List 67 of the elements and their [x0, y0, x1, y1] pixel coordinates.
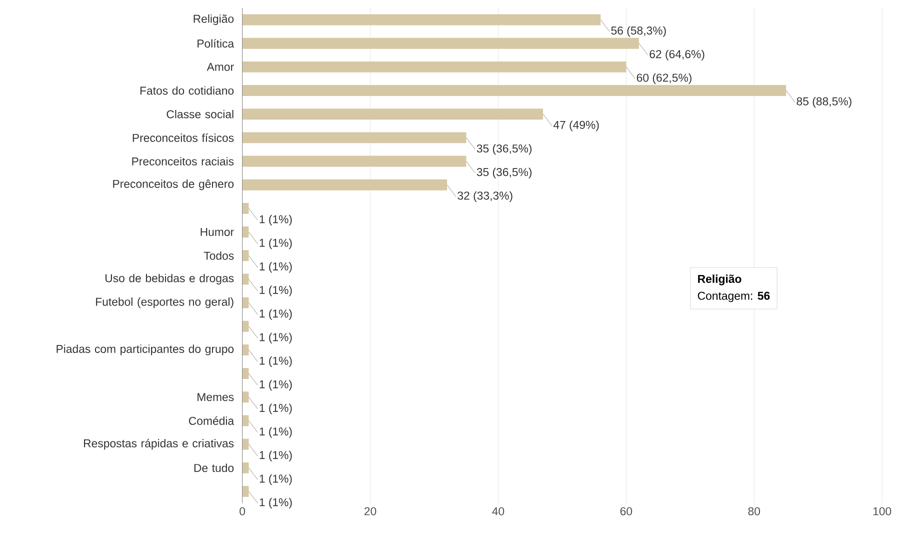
x-tick-label: 0: [240, 507, 246, 516]
bar: [242, 438, 249, 450]
y-tick-label: Preconceitos de gênero: [113, 179, 234, 190]
data-label: 1 (1%): [260, 380, 292, 391]
data-label: 32 (33,3%): [458, 191, 512, 202]
bar: [242, 368, 249, 379]
bar: [242, 156, 466, 167]
bar: [242, 84, 786, 96]
bar: [242, 297, 249, 308]
bar: [242, 392, 249, 403]
y-tick-label: Piadas com participantes do grupo: [56, 344, 234, 356]
data-label: 1 (1%): [260, 238, 292, 250]
bar: [242, 108, 544, 120]
data-label: 62 (64,6%): [650, 50, 704, 60]
y-tick-label: Futebol (esportes no geral): [96, 297, 234, 308]
bar: [242, 274, 249, 285]
data-label: 56 (58,3%): [611, 26, 666, 37]
y-tick-label: Todos: [204, 251, 234, 260]
y-tick-label: De tudo: [194, 464, 234, 472]
y-tick-label: Classe social: [166, 110, 234, 118]
bar: [242, 320, 249, 332]
bar: [242, 38, 639, 49]
data-label: 60 (62,5%): [636, 73, 692, 84]
y-tick-label: Memes: [198, 393, 234, 402]
y-tick-label: Humor: [200, 228, 234, 236]
bar: [242, 202, 249, 214]
y-tick-label: Preconceitos raciais: [132, 157, 234, 166]
y-tick-label: Uso de bebidas e drogas: [106, 274, 234, 284]
y-tick-label: Comédia: [188, 416, 234, 425]
x-tick-label: 100: [873, 507, 892, 516]
bar: [242, 250, 249, 262]
data-label: 1 (1%): [260, 262, 292, 273]
data-label: 1 (1%): [260, 474, 292, 485]
bar: [242, 179, 448, 190]
bar: [242, 415, 249, 426]
data-label: 85 (88,5%): [796, 96, 852, 108]
y-tick-label: Preconceitos físicos: [132, 133, 234, 142]
bar: [242, 132, 466, 144]
data-label: 1 (1%): [260, 309, 292, 320]
y-tick-label: Respostas rápidas e criativas: [84, 438, 234, 450]
data-label: 1 (1%): [260, 404, 292, 414]
data-label: 1 (1%): [260, 214, 292, 226]
data-label: 1 (1%): [260, 332, 292, 344]
bar: [242, 344, 249, 356]
bar: [242, 486, 249, 497]
bar: [242, 462, 249, 474]
y-tick-label: Amor: [206, 62, 234, 71]
bar: [242, 226, 249, 238]
x-tick-label: 80: [748, 507, 760, 516]
data-label: 1 (1%): [260, 498, 292, 508]
data-label: 47 (49%): [553, 120, 599, 132]
y-tick-label: Fatos do cotidiano: [140, 86, 234, 95]
y-tick-label: Política: [198, 39, 234, 48]
annotation: Religião: [698, 274, 742, 286]
x-tick-label: 20: [364, 507, 376, 516]
data-label: 1 (1%): [260, 450, 292, 462]
bar: [242, 14, 601, 26]
data-label: 1 (1%): [260, 286, 292, 296]
data-label: 35 (36,5%): [476, 144, 532, 155]
x-tick-label: 60: [620, 507, 632, 516]
x-tick-label: 40: [492, 507, 504, 516]
y-tick-label: Religião: [194, 14, 234, 26]
annotation: Contagem: 56: [698, 292, 770, 302]
data-label: 1 (1%): [260, 427, 292, 438]
bar: [242, 61, 626, 72]
data-label: 35 (36,5%): [476, 168, 532, 178]
data-label: 1 (1%): [260, 356, 292, 367]
